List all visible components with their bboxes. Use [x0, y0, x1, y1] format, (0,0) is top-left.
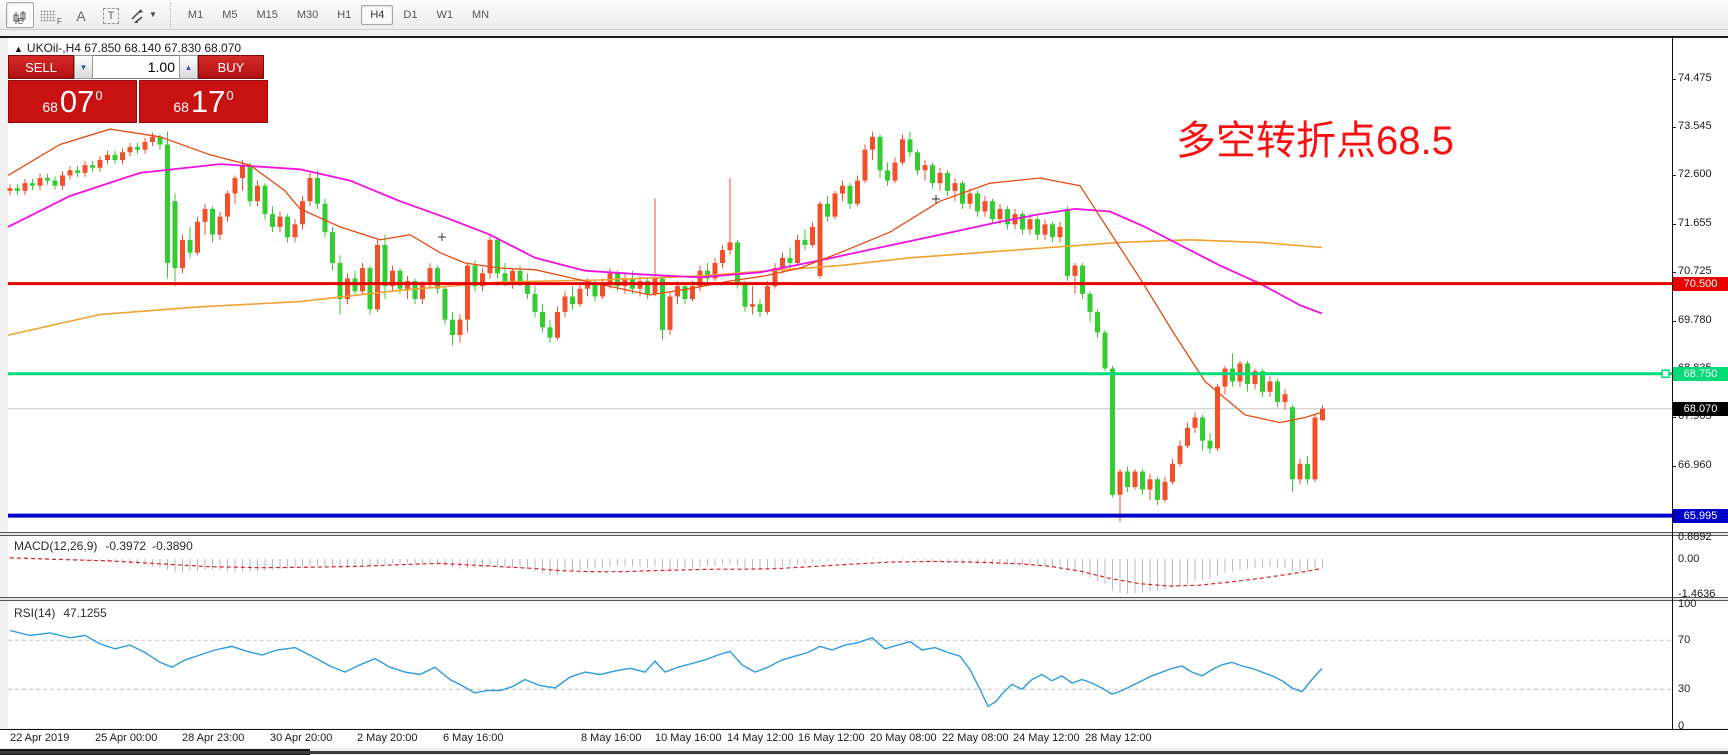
price-axis-tick [1672, 417, 1676, 419]
date-axis-label: 30 Apr 20:00 [270, 732, 333, 744]
trendline-handle[interactable] [1661, 369, 1670, 378]
rsi-chart [8, 629, 1672, 708]
timeframe-button-M15[interactable]: M15 [256, 8, 278, 21]
rsi-line [9, 629, 1323, 708]
price-level-badge: 70.500 [1673, 276, 1728, 291]
chart-annotation-text: 多空转折点68.5 [1176, 119, 1454, 163]
chevron-down-icon: ▼ [79, 62, 88, 72]
price-axis-label: 74.475 [1678, 71, 1712, 84]
date-axis-label: 20 May 08:00 [870, 732, 937, 744]
price-axis-label: 66.960 [1678, 458, 1712, 471]
rsi-axis-label: 30 [1678, 683, 1691, 696]
price-axis-tick [1672, 320, 1676, 322]
price-axis-tick [1672, 126, 1676, 128]
date-axis-label: 28 Apr 23:00 [182, 732, 245, 744]
macd-label: MACD(12,26,9) -0.3972 -0.3890 [14, 539, 193, 553]
date-axis-label: 22 Apr 2019 [10, 732, 70, 744]
diagonal-arrows-icon [131, 8, 143, 23]
price-level-badge: 68.750 [1673, 366, 1728, 381]
chevron-up-icon: ▲ [184, 62, 193, 72]
ma-slow-line [7, 163, 1323, 315]
price-axis-tick [1672, 465, 1676, 467]
chart-type-button[interactable]: E [6, 1, 34, 28]
timeframe-button-D1[interactable]: D1 [403, 8, 418, 21]
date-axis-label: 6 May 16:00 [443, 732, 504, 744]
date-axis-label: 25 Apr 00:00 [95, 732, 158, 744]
price-axis-label: 71.655 [1678, 217, 1712, 230]
timeframe-button-M1[interactable]: M1 [187, 8, 204, 21]
bottom-edge [0, 751, 1728, 754]
price-level-badge: 65.995 [1673, 508, 1728, 523]
macd-axis-label: -1.4636 [1678, 588, 1716, 601]
volume-increase-button[interactable]: ▲ [179, 55, 198, 79]
main-chart[interactable] [7, 38, 1672, 532]
date-axis-label: 22 May 08:00 [942, 732, 1009, 744]
window-top-border [0, 31, 1728, 38]
timeframe-button-M30[interactable]: M30 [296, 8, 319, 21]
date-axis-label: 8 May 16:00 [581, 732, 642, 744]
grid-button[interactable]: F [38, 3, 64, 27]
macd-axis-label: 0.00 [1678, 553, 1700, 565]
timeframe-button-MN[interactable]: MN [471, 8, 490, 21]
timeframe-button-M5[interactable]: M5 [222, 8, 238, 21]
timeframe-button-W1[interactable]: W1 [436, 8, 453, 21]
price-axis-label: 72.600 [1678, 168, 1712, 181]
price-axis-label: 69.780 [1678, 313, 1712, 326]
price-axis-label: 73.545 [1678, 119, 1712, 132]
date-axis-label: 14 May 12:00 [727, 732, 794, 744]
rsi-axis-label: 0 [1678, 720, 1685, 732]
ma-fast-line [7, 128, 1323, 424]
date-axis-label: 28 May 12:00 [1085, 732, 1152, 744]
date-axis-label: 16 May 12:00 [798, 732, 865, 744]
pane-splitter[interactable] [0, 597, 1728, 601]
price-axis-border [1672, 36, 1673, 729]
text-box-button[interactable]: T [98, 3, 124, 27]
buy-button[interactable]: BUY [198, 55, 264, 79]
current-price-badge: 68.070 [1673, 401, 1728, 416]
sell-button[interactable]: SELL [8, 55, 74, 79]
candlestick-chart-icon [13, 10, 25, 24]
rsi-label: RSI(14) 47.1255 [14, 606, 107, 620]
macd-chart [9, 557, 1323, 594]
boxed-t-icon: T [102, 7, 120, 24]
date-axis-label: 24 May 12:00 [1013, 732, 1080, 744]
rsi-pane [8, 601, 1728, 728]
pane-splitter[interactable] [0, 532, 1728, 536]
toolbar: E F A T ▼ M1 M5 M15 M30 H1 H4 D1 W1 MN [0, 0, 1728, 30]
chevron-down-icon: ▼ [149, 9, 157, 19]
symbol-marker-icon: ▲ [14, 44, 23, 54]
volume-input[interactable] [93, 55, 179, 79]
price-axis-label: 70.725 [1678, 265, 1712, 277]
letter-a-icon: A [76, 7, 86, 24]
timeframe-bar: M1 M5 M15 M30 H1 H4 D1 W1 MN [179, 4, 499, 25]
timeframe-button-H1[interactable]: H1 [337, 8, 352, 21]
rsi-axis-label: 70 [1678, 634, 1691, 647]
date-axis-strip [0, 729, 1728, 749]
macd-signal-line [9, 557, 1323, 587]
buy-price-display[interactable]: 68 17 0 [139, 80, 268, 123]
symbol-ohlc-header: ▲ UKOil-,H4 67.850 68.140 67.830 68.070 [14, 41, 242, 55]
sell-price-display[interactable]: 68 07 0 [8, 80, 137, 123]
text-label-button[interactable]: A [68, 3, 94, 27]
date-axis-label: 2 May 20:00 [357, 732, 418, 744]
rsi-axis-label: 100 [1678, 597, 1697, 610]
price-axis-tick [1672, 224, 1676, 226]
macd-axis-label: 0.8892 [1678, 531, 1712, 544]
grid-icon [40, 9, 57, 22]
date-axis-label: 10 May 16:00 [655, 732, 722, 744]
cursor-mode-button[interactable]: ▼ [128, 3, 159, 27]
price-axis-tick [1672, 272, 1676, 273]
timeframe-button-H4[interactable]: H4 [361, 4, 394, 25]
price-axis-tick [1672, 78, 1676, 80]
price-axis-tick [1672, 175, 1676, 177]
toolbar-separator [169, 2, 172, 27]
volume-decrease-button[interactable]: ▼ [74, 55, 93, 79]
